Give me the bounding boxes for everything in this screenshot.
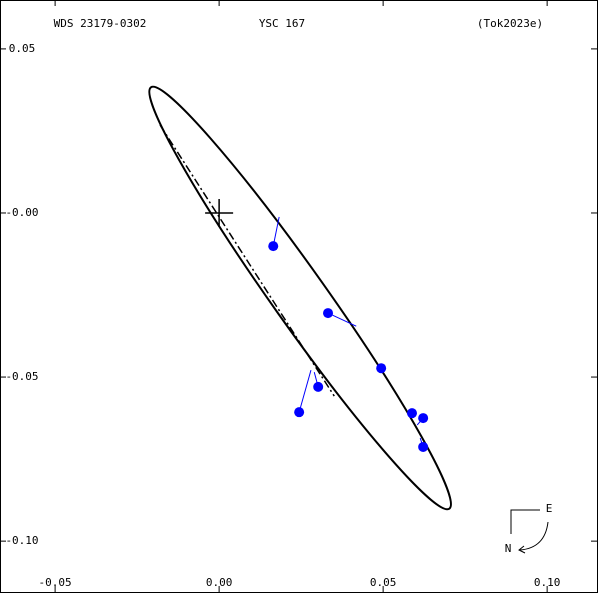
observation — [294, 407, 305, 418]
observation — [406, 408, 417, 419]
observation — [418, 413, 429, 424]
compass-north: N — [505, 542, 512, 555]
x-tick-label: 0.00 — [206, 576, 233, 589]
primary-star — [205, 198, 234, 227]
y-tick-label: -0.05 — [5, 370, 38, 383]
x-tick-label: -0.05 — [39, 576, 72, 589]
y-tick-label: -0.10 — [5, 534, 38, 547]
observation — [268, 241, 279, 252]
reference: (Tok2023e) — [477, 17, 543, 30]
residual — [298, 370, 312, 413]
x-tick-label: 0.10 — [534, 576, 561, 589]
compass-lines — [510, 509, 540, 534]
observation — [323, 308, 334, 319]
observation — [418, 441, 429, 452]
line-of-nodes — [159, 124, 335, 397]
compass-arrow — [518, 521, 549, 554]
residual — [327, 312, 357, 327]
compass-east: E — [546, 502, 553, 515]
chart-subtitle: YSC 167 — [259, 17, 305, 30]
y-tick-label: 0.05 — [9, 42, 36, 55]
orbit — [148, 85, 452, 511]
y-tick-label: -0.00 — [5, 206, 38, 219]
x-tick-label: 0.05 — [370, 576, 397, 589]
observation — [376, 363, 387, 374]
chart-title: WDS 23179-0302 — [54, 17, 147, 30]
observation — [313, 381, 324, 392]
